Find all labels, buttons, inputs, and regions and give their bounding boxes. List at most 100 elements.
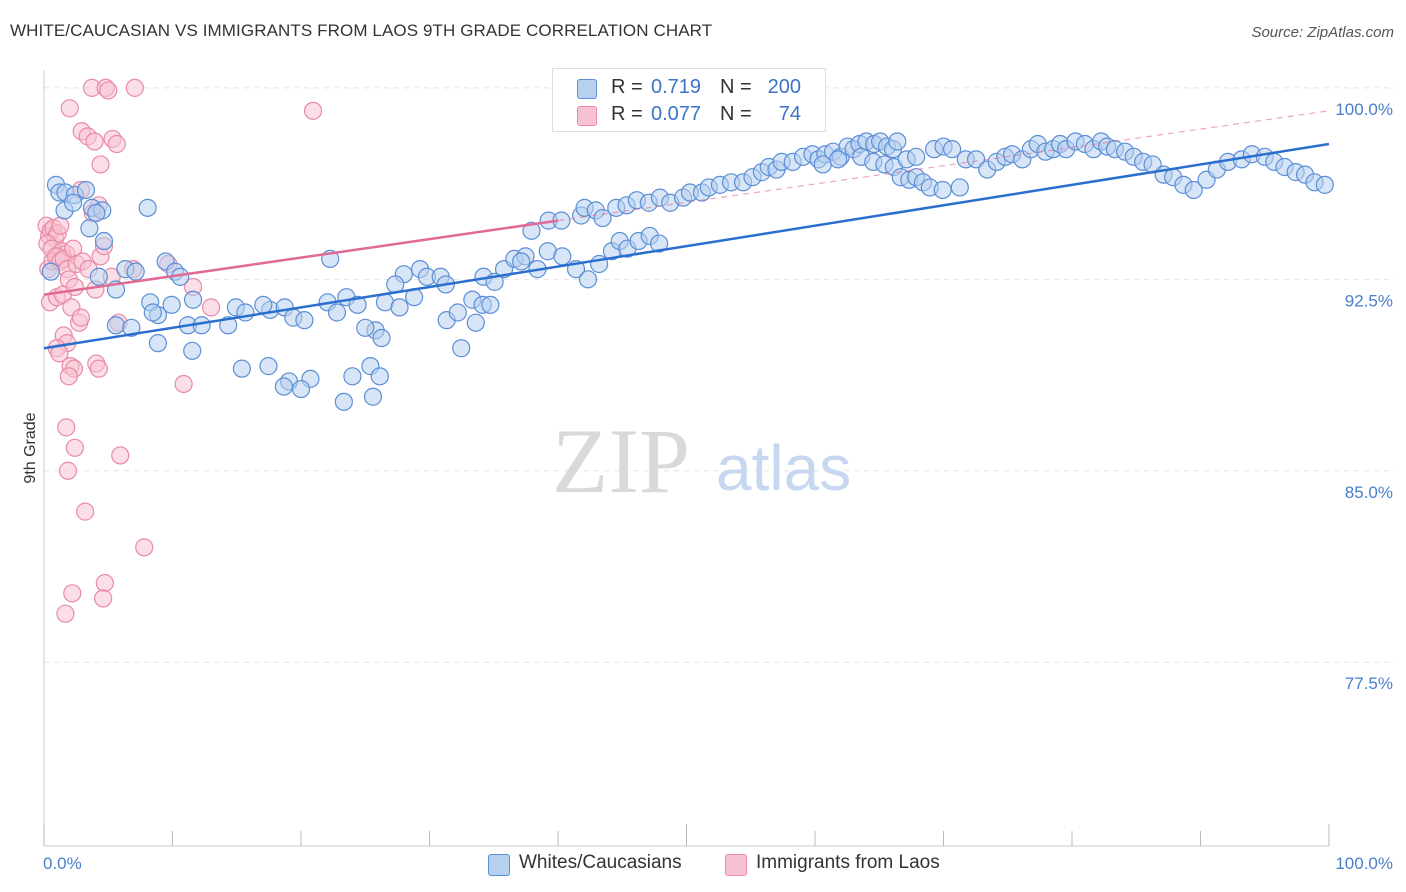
data-point-whites — [907, 147, 926, 166]
data-point-whites — [122, 318, 141, 337]
legend-label: Whites/Caucasians — [519, 852, 682, 873]
watermark-zip: ZIP — [552, 410, 690, 512]
stats-r-value: 0.077 — [651, 103, 702, 125]
y-tick-label: 92.5% — [1345, 291, 1393, 310]
stats-box: R = 0.719 N = 200 R = 0.077 N = 74 — [552, 68, 826, 132]
y-tick-label: 100.0% — [1335, 100, 1393, 119]
data-point-whites — [64, 193, 83, 212]
data-point-whites — [888, 132, 907, 151]
tick-labels: 100.0% 92.5% 85.0% 77.5% 0.0% 100.0% — [43, 100, 1393, 873]
data-point-whites — [219, 316, 238, 335]
data-point-whites — [950, 178, 969, 197]
data-point-whites — [327, 303, 347, 322]
data-point-laos — [76, 502, 95, 521]
data-point-whites — [452, 339, 471, 358]
data-point-whites — [448, 303, 467, 322]
data-point-laos — [58, 461, 78, 480]
data-point-laos — [60, 99, 79, 118]
trend-line-whites — [43, 142, 1330, 350]
data-point-whites — [138, 198, 157, 217]
data-point-whites — [343, 367, 362, 386]
stats-swatch-blue — [577, 79, 597, 99]
data-point-whites — [274, 377, 293, 396]
data-point-laos — [99, 81, 118, 100]
data-point-laos — [95, 573, 114, 593]
data-point-laos — [174, 374, 193, 394]
legend: Whites/Caucasians Immigrants from Laos — [0, 852, 1406, 878]
watermark: ZIP atlas — [552, 410, 851, 512]
stats-r-value: 0.719 — [651, 76, 702, 98]
data-point-laos — [125, 78, 144, 97]
data-point-whites — [363, 387, 383, 406]
data-point-whites — [372, 328, 391, 348]
y-axis-label: 9th Grade — [22, 412, 39, 483]
trend-lines — [43, 110, 1330, 350]
stats-n-label: N = — [720, 103, 752, 125]
series-immigrants-from-laos — [37, 78, 323, 623]
stats-row-laos: R = 0.077 N = 74 — [553, 101, 825, 129]
data-point-laos — [89, 359, 108, 378]
data-point-whites — [1315, 175, 1334, 194]
data-point-whites — [829, 150, 848, 169]
data-point-whites — [390, 298, 409, 317]
stats-r-label: R = — [611, 103, 643, 125]
stats-r-label: R = — [611, 76, 643, 98]
data-point-laos — [135, 538, 154, 557]
chart-title: WHITE/CAUCASIAN VS IMMIGRANTS FROM LAOS … — [10, 21, 713, 40]
data-point-whites — [522, 221, 541, 240]
axes — [43, 70, 1330, 847]
stats-swatch-pink — [577, 106, 597, 126]
data-point-laos — [303, 101, 323, 120]
data-point-whites — [1184, 180, 1203, 200]
data-point-whites — [89, 267, 108, 286]
data-point-whites — [106, 316, 126, 335]
legend-swatch-blue — [488, 854, 510, 876]
data-point-laos — [71, 308, 90, 327]
data-point-whites — [933, 180, 952, 200]
x-tick-label: 0.0% — [43, 854, 82, 873]
data-point-whites — [466, 313, 485, 332]
watermark-atlas: atlas — [716, 432, 851, 504]
legend-label: Immigrants from Laos — [756, 852, 940, 873]
data-point-whites — [295, 311, 314, 330]
x-tick-label: 100.0% — [1335, 854, 1393, 873]
data-point-whites — [183, 290, 203, 309]
data-point-whites — [183, 341, 202, 360]
data-point-laos — [56, 604, 75, 623]
stats-n-value: 74 — [778, 103, 801, 125]
data-point-whites — [813, 155, 832, 174]
data-point-whites — [943, 140, 962, 159]
data-point-laos — [63, 584, 82, 603]
data-point-whites — [87, 203, 106, 223]
data-point-whites — [259, 357, 278, 376]
data-point-whites — [126, 262, 145, 281]
trend-line-laos-extension — [557, 110, 1330, 222]
data-point-laos — [111, 446, 130, 465]
chart-source: Source: ZipAtlas.com — [1251, 24, 1394, 41]
data-point-whites — [356, 318, 375, 337]
data-point-laos — [59, 367, 78, 386]
data-point-whites — [94, 231, 114, 251]
data-point-laos — [91, 155, 110, 174]
data-point-laos — [65, 438, 84, 457]
data-point-whites — [578, 270, 598, 289]
data-point-whites — [348, 295, 367, 314]
data-point-laos — [94, 589, 113, 608]
data-point-whites — [334, 392, 353, 411]
data-point-whites — [291, 379, 311, 399]
y-tick-label: 77.5% — [1345, 674, 1393, 693]
data-point-whites — [481, 295, 500, 314]
data-point-whites — [80, 219, 99, 238]
data-point-laos — [57, 418, 76, 437]
data-point-whites — [143, 303, 162, 322]
data-point-laos — [65, 277, 84, 297]
data-point-laos — [107, 134, 126, 154]
data-point-laos — [201, 298, 221, 317]
data-point-laos — [51, 216, 70, 235]
data-point-whites — [553, 247, 572, 266]
y-tick-label: 85.0% — [1345, 483, 1393, 502]
data-point-whites — [370, 367, 389, 386]
data-point-whites — [162, 295, 181, 314]
trend-line-laos — [43, 219, 559, 296]
